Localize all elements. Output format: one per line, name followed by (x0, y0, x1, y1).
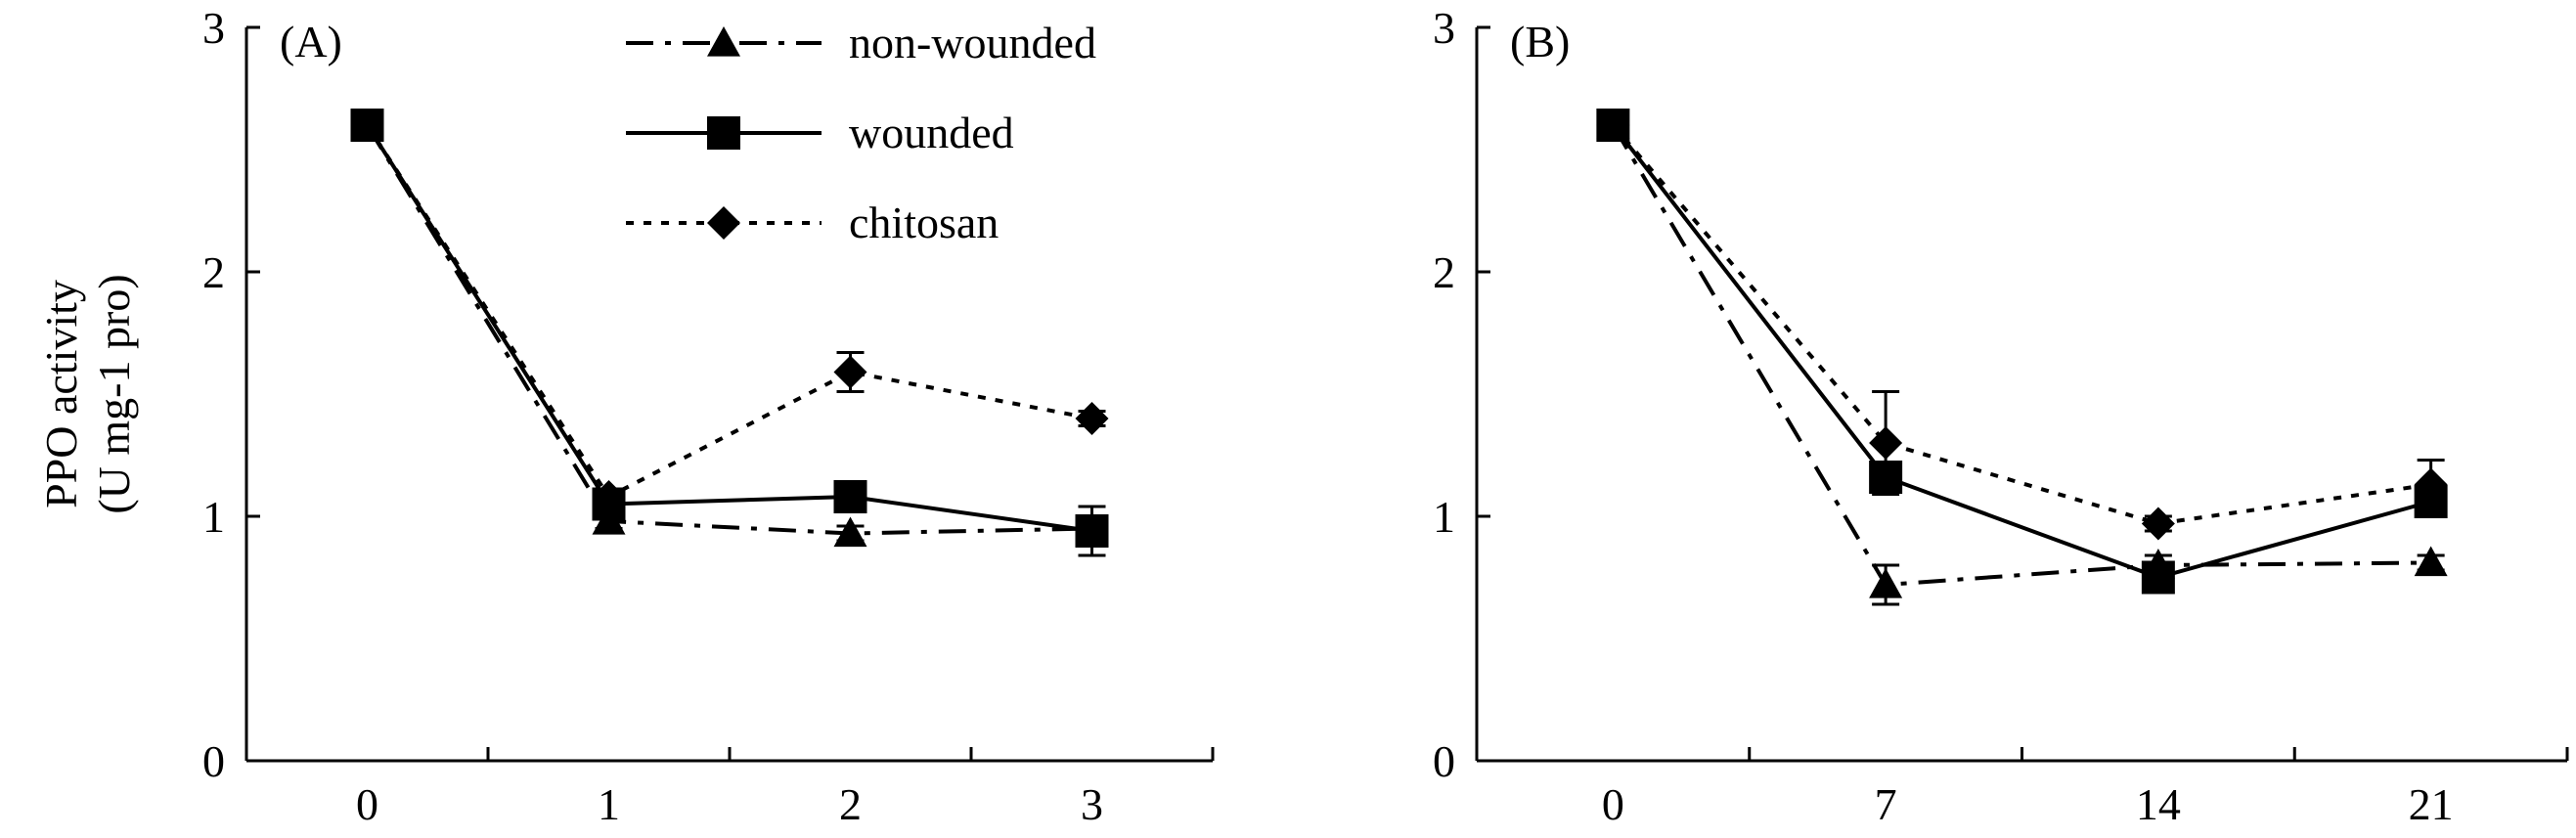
legend-marker (707, 116, 740, 150)
data-point (2414, 467, 2448, 502)
series-non-wounded (1596, 109, 2448, 606)
series-chitosan (350, 109, 1109, 513)
chart-panel-0: 0 1 2 3 0 1 2 3 (A) non-wounded wounded chitosan (202, 3, 1215, 829)
legend-marker (707, 26, 740, 57)
panel-label: (A) (280, 17, 342, 66)
x-tick-label: 0 (1602, 779, 1624, 829)
y-tick-label: 1 (202, 492, 225, 542)
series-wounded (1596, 109, 2448, 595)
series-line (1611, 123, 2431, 526)
data-point (350, 109, 384, 142)
series-line (1611, 123, 2431, 588)
data-point (1596, 109, 1630, 142)
series-wounded (350, 109, 1109, 557)
legend-marker (707, 206, 740, 240)
y-tick-label: 0 (202, 736, 225, 786)
data-point (833, 516, 867, 548)
data-point (2141, 560, 2175, 595)
x-tick-label: 14 (2136, 779, 2181, 829)
series-line (1611, 123, 2432, 580)
data-point (1869, 568, 1903, 598)
series-line (365, 123, 1092, 536)
data-point (1075, 402, 1109, 435)
series-line (365, 123, 1092, 500)
data-point (833, 355, 867, 389)
data-point (1075, 514, 1109, 548)
x-tick-label: 3 (1081, 779, 1103, 829)
x-tick-label: 7 (1875, 779, 1897, 829)
y-tick-label: 3 (1433, 3, 1455, 53)
series-line (365, 123, 1092, 533)
x-tick-label: 21 (2409, 779, 2454, 829)
legend-label: chitosan (849, 198, 999, 247)
data-point (1869, 426, 1903, 460)
y-axis-label-line2: (U mg-1 pro) (89, 274, 139, 514)
y-tick-label: 3 (202, 3, 225, 53)
legend-label: non-wounded (849, 18, 1096, 67)
x-tick-label: 0 (356, 779, 378, 829)
y-axis-label: PPO activity (U mg-1 pro) (35, 247, 141, 541)
data-point (2141, 507, 2175, 541)
panel-label: (B) (1510, 17, 1570, 66)
series-non-wounded (350, 109, 1109, 548)
chart-panel-1: 0 1 2 3 0 7 14 21 (B) (1433, 3, 2569, 829)
legend-label: wounded (849, 108, 1014, 157)
data-point (592, 480, 626, 513)
data-point (2414, 546, 2448, 577)
y-tick-label: 1 (1433, 492, 1455, 542)
y-tick-label: 2 (1433, 247, 1455, 297)
x-tick-label: 2 (839, 779, 862, 829)
data-point (833, 480, 867, 513)
series-chitosan (1596, 109, 2448, 541)
y-tick-label: 0 (1433, 736, 1455, 786)
y-axis-label-line1: PPO activity (36, 280, 86, 508)
y-tick-label: 2 (202, 247, 225, 297)
x-tick-label: 1 (598, 779, 620, 829)
legend: non-wounded wounded chitosan (626, 18, 1096, 247)
